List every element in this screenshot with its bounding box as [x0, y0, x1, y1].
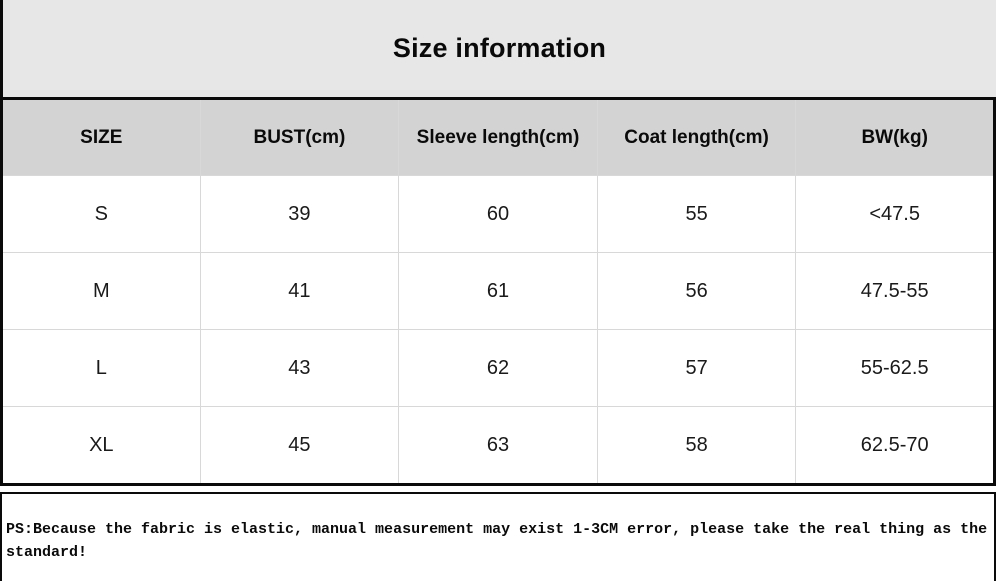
cell-coat-length: 55	[596, 175, 797, 253]
cell-size: L	[1, 329, 201, 407]
cell-bust: 45	[199, 406, 400, 485]
header-row: SIZE BUST(cm) Sleeve length(cm) Coat len…	[1, 98, 995, 176]
page-title: Size information	[392, 33, 607, 63]
column-header-bust: BUST(cm)	[199, 98, 400, 176]
column-header-size: SIZE	[1, 98, 201, 176]
cell-size: XL	[1, 406, 201, 485]
table-row-xl: XL 45 63 58 62.5-70	[1, 406, 995, 485]
cell-bw: 47.5-55	[795, 252, 995, 330]
size-table: SIZE BUST(cm) Sleeve length(cm) Coat len…	[0, 97, 996, 486]
cell-sleeve-length: 63	[398, 406, 598, 485]
cell-bust: 41	[199, 252, 400, 330]
cell-coat-length: 58	[596, 406, 797, 485]
column-header-sleeve-length: Sleeve length(cm)	[398, 98, 598, 176]
disclaimer-note-box: PS:Because the fabric is elastic, manual…	[0, 492, 996, 581]
cell-bw: <47.5	[795, 175, 995, 253]
table-row-m: M 41 61 56 47.5-55	[1, 252, 995, 330]
cell-sleeve-length: 60	[398, 175, 598, 253]
cell-sleeve-length: 62	[398, 329, 598, 407]
cell-bw: 62.5-70	[795, 406, 995, 485]
size-table-header: SIZE BUST(cm) Sleeve length(cm) Coat len…	[1, 98, 995, 176]
table-row-l: L 43 62 57 55-62.5	[1, 329, 995, 407]
disclaimer-text: PS:Because the fabric is elastic, manual…	[6, 521, 988, 561]
column-header-bw: BW(kg)	[795, 98, 995, 176]
table-row-s: S 39 60 55 <47.5	[1, 175, 995, 253]
cell-coat-length: 56	[596, 252, 797, 330]
cell-size: S	[1, 175, 201, 253]
cell-sleeve-length: 61	[398, 252, 598, 330]
cell-size: M	[1, 252, 201, 330]
cell-bw: 55-62.5	[795, 329, 995, 407]
cell-bust: 39	[199, 175, 400, 253]
size-table-body: S 39 60 55 <47.5 M 41 61 56 47.5-55 L 43…	[1, 175, 995, 485]
column-header-coat-length: Coat length(cm)	[596, 98, 797, 176]
cell-bust: 43	[199, 329, 400, 407]
title-banner: Size information	[0, 0, 996, 97]
cell-coat-length: 57	[596, 329, 797, 407]
